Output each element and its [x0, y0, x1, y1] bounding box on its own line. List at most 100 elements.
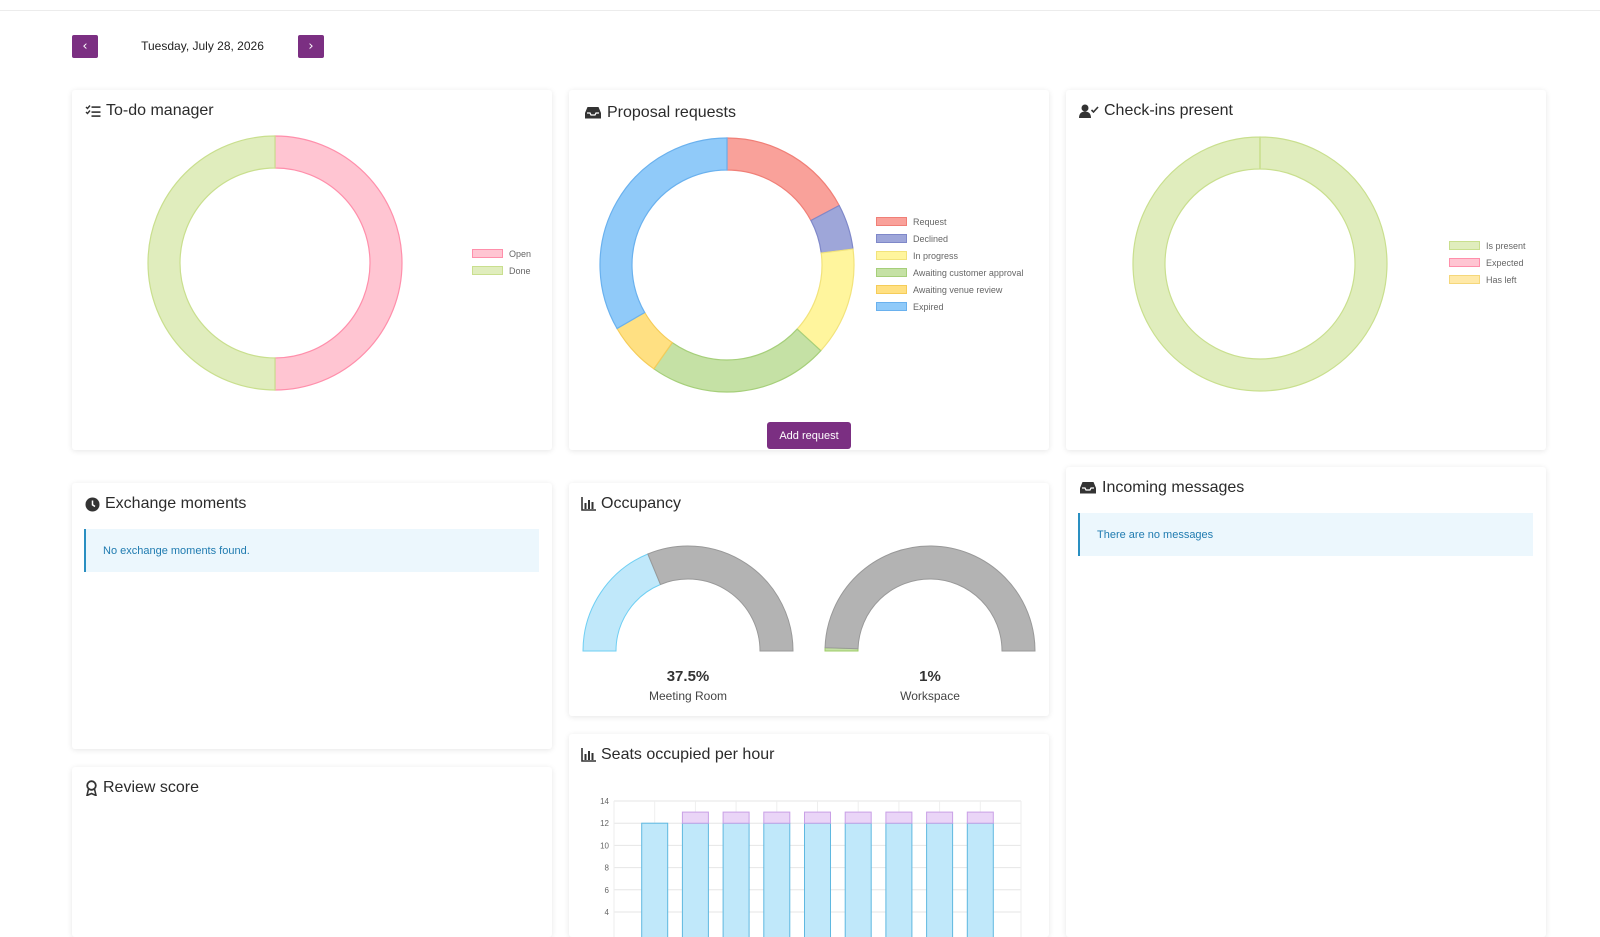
checkins-slice-is-present[interactable] — [1132, 136, 1388, 392]
occupancy-card: Occupancy 37.5% Meeting Room 1% Workspac… — [569, 483, 1049, 716]
meeting-room-gauge-remaining — [647, 545, 794, 652]
checkins-card: Check-ins present Is present Expected Has … — [1066, 90, 1546, 450]
seats-bar-series-0[interactable] — [722, 822, 750, 937]
proposal-legend-item-declined[interactable]: Declined — [876, 230, 1023, 247]
todo-slice-done[interactable] — [147, 135, 276, 391]
proposal-requests-title: Proposal requests — [607, 104, 736, 121]
checkins-title: Check-ins present — [1104, 102, 1233, 119]
seats-per-hour-card: Seats occupied per hour 4 6 8 10 12 14 — [569, 734, 1049, 937]
legend-label: Has left — [1486, 274, 1517, 285]
legend-label: Awaiting venue review — [913, 284, 1003, 295]
seats-bar-series-0[interactable] — [763, 822, 791, 937]
seats-y-tick-label: 6 — [605, 886, 610, 895]
incoming-messages-title: Incoming messages — [1102, 479, 1245, 496]
seats-bar-series-1[interactable] — [966, 811, 994, 824]
award-icon — [86, 780, 97, 796]
checkins-heading: Check-ins present — [1079, 102, 1233, 120]
seats-bar-series-0[interactable] — [641, 822, 669, 937]
bar-chart-icon — [581, 748, 596, 762]
legend-swatch — [472, 249, 503, 258]
checkins-legend-item-is-present[interactable]: Is present — [1449, 237, 1526, 254]
next-day-button[interactable]: › — [298, 35, 324, 58]
legend-swatch — [876, 217, 907, 226]
seats-bar-series-0[interactable] — [804, 822, 831, 937]
chevron-left-icon: ‹ — [82, 39, 88, 54]
proposal-legend-item-awaiting-venue-review[interactable]: Awaiting venue review — [876, 281, 1023, 298]
legend-label: Open — [509, 248, 532, 259]
review-score-heading: Review score — [85, 779, 199, 797]
legend-label: Expected — [1486, 257, 1524, 268]
seats-y-tick-label: 8 — [605, 864, 610, 873]
seats-bar-series-1[interactable] — [844, 811, 872, 824]
todo-legend-item-open[interactable]: Open — [472, 245, 531, 262]
seats-bar-series-1[interactable] — [804, 811, 831, 824]
user-check-icon — [1079, 104, 1099, 118]
proposal-requests-heading: Proposal requests — [584, 104, 736, 122]
seats-bar-chart: 4 6 8 10 12 14 — [600, 797, 1022, 937]
proposal-slice-awaiting-customer-approval[interactable] — [653, 328, 822, 393]
exchange-moments-title: Exchange moments — [105, 495, 247, 512]
review-score-title: Review score — [103, 779, 200, 796]
legend-swatch — [472, 266, 503, 275]
proposal-requests-card: Proposal requests Request Declined In prog… — [569, 90, 1049, 450]
proposal-legend: Request Declined In progress Awaiting custo… — [876, 213, 1023, 315]
proposal-legend-item-awaiting-customer-approval[interactable]: Awaiting customer approval — [876, 264, 1023, 281]
occupancy-title: Occupancy — [601, 495, 682, 512]
checkins-legend-item-expected[interactable]: Expected — [1449, 254, 1526, 271]
proposal-legend-item-in-progress[interactable]: In progress — [876, 247, 1023, 264]
previous-day-button[interactable]: ‹ — [72, 35, 98, 58]
meeting-room-gauge-filled — [582, 553, 662, 652]
workspace-gauge-label: Workspace — [900, 689, 960, 703]
legend-swatch — [876, 285, 907, 294]
proposal-donut-chart — [599, 137, 855, 393]
seats-bar-series-1[interactable] — [681, 811, 709, 824]
seats-y-tick-label: 12 — [600, 819, 609, 828]
seats-per-hour-heading: Seats occupied per hour — [581, 746, 774, 764]
seats-bar-series-0[interactable] — [966, 822, 994, 937]
proposal-slice-expired[interactable] — [599, 137, 728, 330]
legend-label: Request — [913, 216, 947, 227]
legend-label: Declined — [913, 233, 949, 244]
inbox-icon — [1080, 482, 1096, 494]
legend-swatch — [1449, 241, 1480, 250]
todo-donut-chart — [147, 135, 403, 391]
proposal-legend-item-request[interactable]: Request — [876, 213, 1023, 230]
seats-bar-series-1[interactable] — [926, 811, 954, 824]
messages-empty-alert: There are no messages — [1078, 513, 1533, 556]
legend-swatch — [876, 234, 907, 243]
exchange-empty-alert: No exchange moments found. — [84, 529, 539, 572]
bar-chart-icon — [581, 497, 596, 511]
clock-icon — [85, 497, 100, 511]
seats-bar-series-0[interactable] — [885, 822, 913, 937]
legend-label: Is present — [1486, 240, 1526, 251]
seats-bar-series-1[interactable] — [722, 811, 750, 824]
proposal-legend-item-expired[interactable]: Expired — [876, 298, 1023, 315]
workspace-gauge — [824, 545, 1036, 652]
add-request-button[interactable]: Add request — [767, 422, 851, 449]
proposal-slice-request[interactable] — [726, 137, 841, 222]
seats-y-tick-label: 10 — [600, 841, 609, 850]
seats-bar-series-0[interactable] — [681, 822, 709, 937]
legend-swatch — [876, 302, 907, 311]
seats-bar-series-0[interactable] — [844, 822, 872, 937]
todo-manager-heading: To-do manager — [85, 102, 214, 120]
seats-y-tick-label: 4 — [605, 908, 610, 917]
incoming-messages-card: Incoming messages There are no messages — [1066, 467, 1546, 937]
todo-slice-open[interactable] — [274, 135, 403, 391]
checkins-legend-item-has-left[interactable]: Has left — [1449, 271, 1526, 288]
checkins-donut-chart — [1132, 136, 1388, 392]
legend-label: Done — [509, 265, 531, 276]
seats-bar-series-1[interactable] — [885, 811, 913, 824]
todo-manager-title: To-do manager — [106, 102, 214, 119]
meeting-room-gauge-value: 37.5% — [666, 668, 710, 685]
legend-swatch — [876, 251, 907, 260]
todo-legend-item-done[interactable]: Done — [472, 262, 531, 279]
exchange-moments-card: Exchange moments No exchange moments fou… — [72, 483, 552, 749]
seats-bar-series-1[interactable] — [763, 811, 791, 824]
seats-bar-series-0[interactable] — [926, 822, 954, 937]
inbox-icon — [585, 107, 601, 119]
proposal-slice-in-progress[interactable] — [796, 248, 855, 352]
current-date: Tuesday, July 28, 2026 — [141, 39, 264, 53]
legend-swatch — [876, 268, 907, 277]
workspace-gauge-remaining — [824, 545, 1036, 652]
